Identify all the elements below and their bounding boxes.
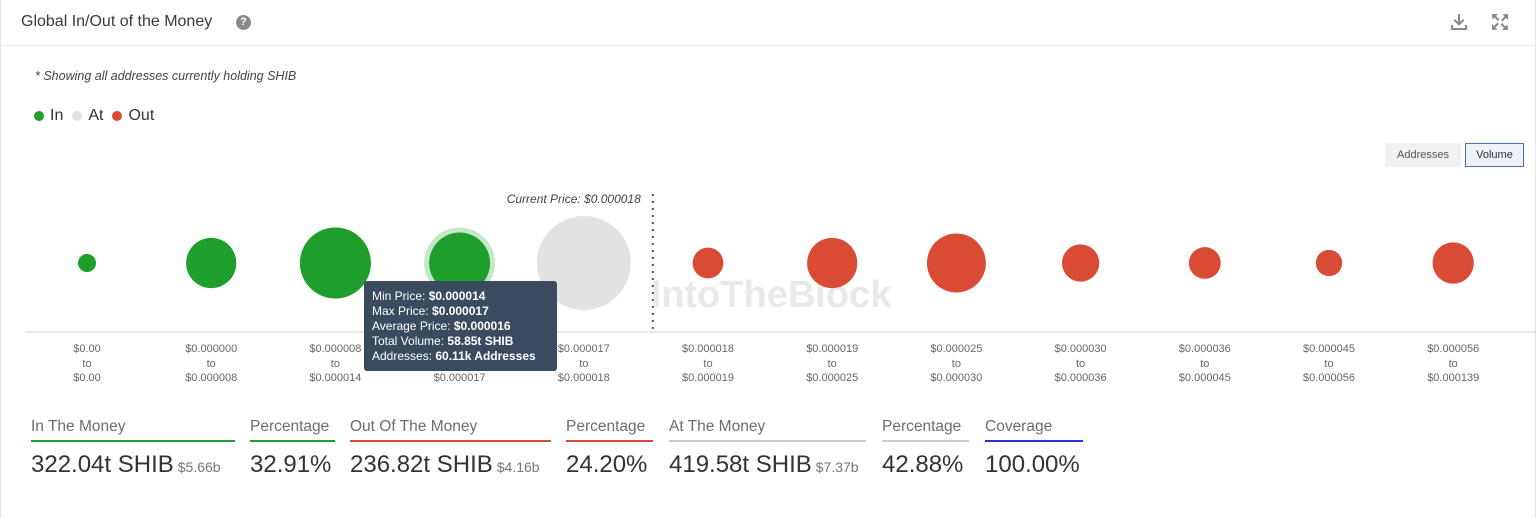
legend-item-out[interactable]: Out (112, 107, 154, 125)
legend-dot-at (72, 111, 83, 121)
stat-label: Percentage (882, 418, 969, 442)
stat-at-percentage: Percentage 42.88% (882, 418, 969, 479)
tick-label-to: $0.000025 (806, 372, 858, 384)
tick-label-to: $0.000045 (1179, 372, 1231, 384)
stat-label: Out Of The Money (350, 418, 551, 442)
tick-label-to: $0.00 (73, 372, 101, 384)
stat-label: Coverage (985, 418, 1083, 442)
legend-dot-out (112, 111, 123, 121)
tooltip-total-volume: Total Volume: 58.85t SHIB (372, 334, 514, 348)
tick-label-from: $0.000030 (1055, 343, 1107, 355)
stat-out-percentage: Percentage 24.20% (566, 418, 653, 479)
tooltip-max-price: Max Price: $0.000017 (372, 304, 489, 318)
tick-label-to-word: to (579, 358, 588, 370)
tick-label-to-word: to (1076, 358, 1085, 370)
holding-note: * Showing all addresses currently holdin… (35, 69, 297, 83)
tick-label-from: $0.000036 (1179, 343, 1231, 355)
in-out-money-chart: IntoTheBlock $0.00 to $0.00 $0.000000 to $0.00… (25, 192, 1536, 384)
tick-label-to: $0.000017 (434, 372, 486, 384)
card-title: Global In/Out of the Money (21, 13, 213, 30)
bubble-tooltip: Min Price: $0.000014 Max Price: $0.00001… (364, 281, 557, 371)
stat-value: 322.04t SHIB $5.66b (31, 451, 221, 478)
help-icon[interactable]: ? (236, 15, 251, 30)
stat-value: 42.88% (882, 451, 964, 478)
summary-stats: In The Money 322.04t SHIB $5.66b Percenta… (1, 418, 1536, 498)
stat-in-the-money: In The Money 322.04t SHIB $5.66b (31, 418, 235, 479)
bubble-out[interactable] (1061, 244, 1100, 282)
legend-label-out: Out (128, 107, 155, 124)
tooltip-average-price: Average Price: $0.000016 (372, 319, 511, 333)
tick-label-to: $0.000008 (185, 372, 237, 384)
tick-label-from: $0.000017 (558, 343, 610, 355)
tooltip-addresses: Addresses: 60.11k Addresses (372, 349, 536, 363)
tick-label-to: $0.000019 (682, 372, 734, 384)
legend-dot-in (34, 111, 44, 121)
stat-value: 32.91% (250, 451, 332, 478)
stat-value: 236.82t SHIB $4.16b (350, 451, 540, 478)
bubble-out[interactable] (1188, 247, 1221, 279)
bubble-out[interactable] (1432, 242, 1474, 284)
legend-item-at[interactable]: At (72, 107, 103, 125)
tick-label-from: $0.000000 (185, 343, 237, 355)
tick-label-to-word: to (1324, 358, 1333, 370)
bubble-out[interactable] (926, 233, 986, 293)
tick-label-to: $0.000014 (309, 372, 361, 384)
current-price-label: Current Price: $0.000018 (507, 192, 641, 206)
tick-label-to: $0.000036 (1055, 372, 1107, 384)
tick-label-to-word: to (828, 358, 837, 370)
tick-label-from: $0.000045 (1303, 343, 1355, 355)
bubble-in[interactable] (299, 227, 371, 299)
tick-label-to: $0.000056 (1303, 372, 1355, 384)
tick-label-to-word: to (331, 358, 340, 370)
bubble-out[interactable] (692, 247, 724, 279)
chart-legend: In At Out (34, 107, 163, 125)
legend-label-at: At (88, 107, 104, 124)
stat-out-of-the-money: Out Of The Money 236.82t SHIB $4.16b (350, 418, 551, 479)
tick-label-to: $0.000030 (930, 372, 982, 384)
bubble-at[interactable] (536, 216, 631, 310)
bubble-out[interactable] (807, 237, 858, 289)
legend-label-in: In (50, 107, 64, 124)
stat-in-percentage: Percentage 32.91% (250, 418, 335, 479)
stat-value: 100.00% (985, 451, 1080, 478)
stat-value: 24.20% (566, 451, 648, 478)
stat-value: 419.58t SHIB $7.37b (669, 451, 859, 478)
tick-label-from: $0.000025 (930, 343, 982, 355)
stat-label: Percentage (566, 418, 653, 442)
tick-label-to-word: to (952, 358, 961, 370)
tick-label-to-word: to (703, 358, 712, 370)
tick-label-to: $0.000018 (558, 372, 610, 384)
download-icon[interactable] (1450, 13, 1468, 31)
watermark-text: IntoTheBlock (651, 274, 893, 316)
stat-label: In The Money (31, 418, 235, 442)
tick-label-from: $0.000008 (309, 343, 361, 355)
stat-at-the-money: At The Money 419.58t SHIB $7.37b (669, 418, 866, 479)
tick-label-from: $0.000056 (1427, 343, 1479, 355)
tick-label-from: $0.000018 (682, 343, 734, 355)
addresses-toggle-button[interactable]: Addresses (1385, 143, 1461, 167)
bubble-in[interactable] (429, 232, 491, 294)
tooltip-min-price: Min Price: $0.000014 (372, 289, 486, 303)
stat-coverage: Coverage 100.00% (985, 418, 1083, 479)
tick-label-from: $0.00 (73, 343, 101, 355)
tick-label-from: $0.000019 (806, 343, 858, 355)
volume-toggle-button[interactable]: Volume (1465, 143, 1524, 167)
bubble-out[interactable] (1315, 249, 1343, 277)
tick-label-to-word: to (1449, 358, 1458, 370)
stat-label: At The Money (669, 418, 866, 442)
expand-icon[interactable] (1491, 13, 1509, 31)
tick-label-to-word: to (207, 358, 216, 370)
bubble-in[interactable] (78, 254, 96, 272)
bubble-in[interactable] (186, 237, 237, 289)
tick-label-to-word: to (82, 358, 91, 370)
legend-item-in[interactable]: In (34, 107, 63, 125)
card-header: Global In/Out of the Money ? (1, 0, 1536, 46)
tick-label-to-word: to (1200, 358, 1209, 370)
stat-label: Percentage (250, 418, 335, 442)
tick-label-to: $0.000139 (1427, 372, 1479, 384)
